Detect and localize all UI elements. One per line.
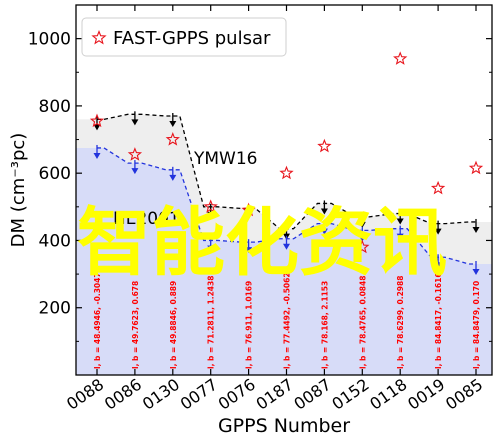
- pulsar-star: [165, 132, 180, 146]
- pulsar-star: [279, 165, 294, 180]
- ymw16-arrow-head: [245, 213, 253, 220]
- ymw16-arrow-head: [207, 211, 215, 218]
- ymw16-arrow-head: [320, 208, 328, 215]
- x-axis-title: GPPS Number: [218, 415, 350, 437]
- position-label: l, b = 71.2811, 1.2438: [207, 276, 216, 369]
- pulsar-star: [430, 180, 446, 195]
- position-label: l, b = 48.4946, -0.3047: [93, 272, 102, 369]
- ne2001-arrow-head: [396, 233, 404, 240]
- legend-star: [91, 29, 107, 45]
- annotation-ne2001: NE2001: [113, 209, 180, 229]
- legend: FAST-GPPS pulsar: [81, 17, 287, 57]
- ne2001-arrow-head: [320, 228, 328, 235]
- y-tick-label: 200: [39, 299, 71, 319]
- ne2001-arrow-head: [169, 174, 177, 181]
- position-label: l, b = 78.168, 2.1153: [320, 281, 329, 369]
- ymw16-arrow-head: [93, 124, 101, 131]
- plot-frame: [75, 4, 493, 376]
- ne2001-arrow-head: [207, 245, 215, 252]
- pulsar-star: [89, 113, 105, 128]
- position-label: l, b = 84.8479, 0.170: [472, 281, 481, 369]
- ne2001-arrow-head: [434, 262, 442, 269]
- ne2001-arrow-head: [472, 269, 480, 275]
- y-tick-label: 800: [39, 97, 71, 117]
- y-axis-title: DM (cm⁻³pc): [8, 133, 29, 248]
- pulsar-star: [355, 239, 370, 254]
- ne2001-arrow-head: [283, 243, 290, 250]
- position-labels: l, b = 48.4946, -0.3047 l, b = 49.7623, 0…: [93, 272, 481, 369]
- position-label: l, b = 84.8417, -0.1616: [434, 272, 443, 369]
- pulsar-star: [468, 160, 484, 175]
- ne2001-arrow-head: [245, 247, 253, 254]
- position-label: l, b = 78.4765, 0.0848: [358, 276, 367, 369]
- legend-box: [81, 17, 287, 57]
- position-label: l, b = 76.911, 1.0169: [245, 281, 254, 369]
- ymw16-arrow-head: [169, 121, 177, 127]
- y-tick-label: 600: [39, 164, 71, 184]
- legend-star-marker: [91, 29, 107, 45]
- ne2001-arrow-head: [131, 168, 139, 175]
- watermark: 智能化资讯: [77, 200, 447, 286]
- ymw16-arrow-head: [131, 119, 139, 126]
- annotation-ymw16: YMW16: [193, 149, 258, 169]
- pulsar-points: [89, 51, 484, 254]
- position-label: l, b = 78.6299, 0.2988: [396, 276, 405, 369]
- pulsar-star: [127, 147, 143, 161]
- ne2001-arrow-head: [358, 235, 366, 242]
- model-lines: [93, 111, 480, 275]
- y-tick-label: 1000: [28, 30, 71, 50]
- position-label: l, b = 77.4492, -0.5062: [283, 272, 292, 369]
- pulsar-star: [317, 138, 332, 153]
- pulsar-star: [393, 51, 408, 65]
- legend-label: FAST-GPPS pulsar: [113, 28, 271, 49]
- ymw16-arrow-head: [396, 218, 404, 225]
- position-label: l, b = 49.8846, 0.889: [169, 281, 178, 369]
- ne2001-region: [76, 147, 492, 375]
- y-tick-label: 400: [39, 231, 71, 251]
- ne2001-arrow-head: [93, 152, 101, 159]
- pulsar-star: [241, 202, 256, 217]
- ymw16-arrow-head: [434, 228, 442, 235]
- pulsar-star: [203, 199, 218, 213]
- position-label: l, b = 49.7623, 0.678: [131, 281, 140, 369]
- ymw16-arrow-head: [472, 226, 480, 233]
- ymw16-arrow-head: [358, 221, 366, 228]
